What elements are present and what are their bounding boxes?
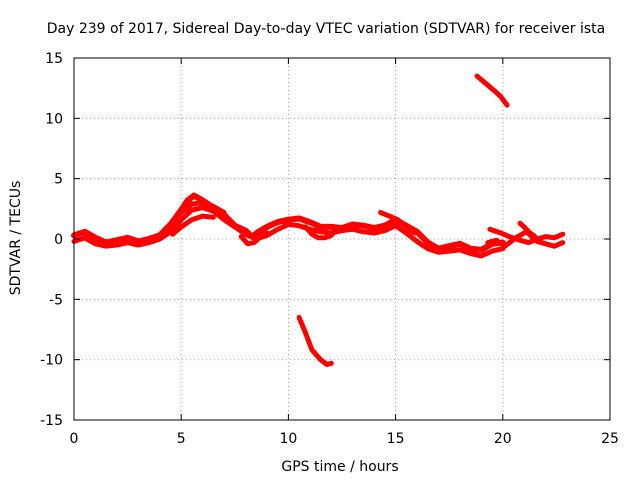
y-tick-label: -5	[49, 292, 63, 308]
series-segment-negative-10h	[296, 314, 334, 367]
y-tick-label: 15	[45, 51, 63, 67]
x-axis-label: GPS time / hours	[281, 459, 398, 475]
series-main-band-b	[71, 205, 506, 259]
y-tick-label: 5	[54, 172, 63, 188]
y-tick-label: 10	[45, 111, 63, 127]
series-segment-4-7h-lower	[170, 213, 216, 237]
series-segment-11h-loop	[303, 224, 339, 241]
series-segment-14-15h	[378, 210, 418, 236]
series-segment-after-20h-b	[487, 226, 566, 246]
x-tick-label: 20	[494, 431, 512, 447]
axis-ticks	[73, 57, 611, 421]
series-segment-positive-19h	[474, 73, 510, 108]
series-segment-8h-dip	[238, 230, 270, 247]
chart-title: Day 239 of 2017, Sidereal Day-to-day VTE…	[47, 21, 605, 37]
x-tick-label: 15	[387, 431, 405, 447]
series-segment-21h-hook	[517, 220, 538, 240]
x-tick-label: 5	[177, 431, 186, 447]
series-main-band-a	[71, 192, 506, 253]
y-tick-label: 0	[54, 232, 63, 248]
x-tick-label: 0	[70, 431, 79, 447]
y-tick-label: -10	[40, 353, 63, 369]
y-axis-label: SDTVAR / TECUs	[8, 181, 24, 296]
series-segment-4-7h-upper	[172, 200, 227, 223]
tick-labels: 0 5 10 15 20 25 -15 -10 -5 0 5 10 15	[40, 51, 619, 447]
x-tick-label: 10	[279, 431, 297, 447]
y-tick-label: -15	[40, 413, 63, 429]
grid	[74, 58, 610, 420]
data-series	[71, 73, 566, 367]
x-tick-label: 25	[601, 431, 619, 447]
